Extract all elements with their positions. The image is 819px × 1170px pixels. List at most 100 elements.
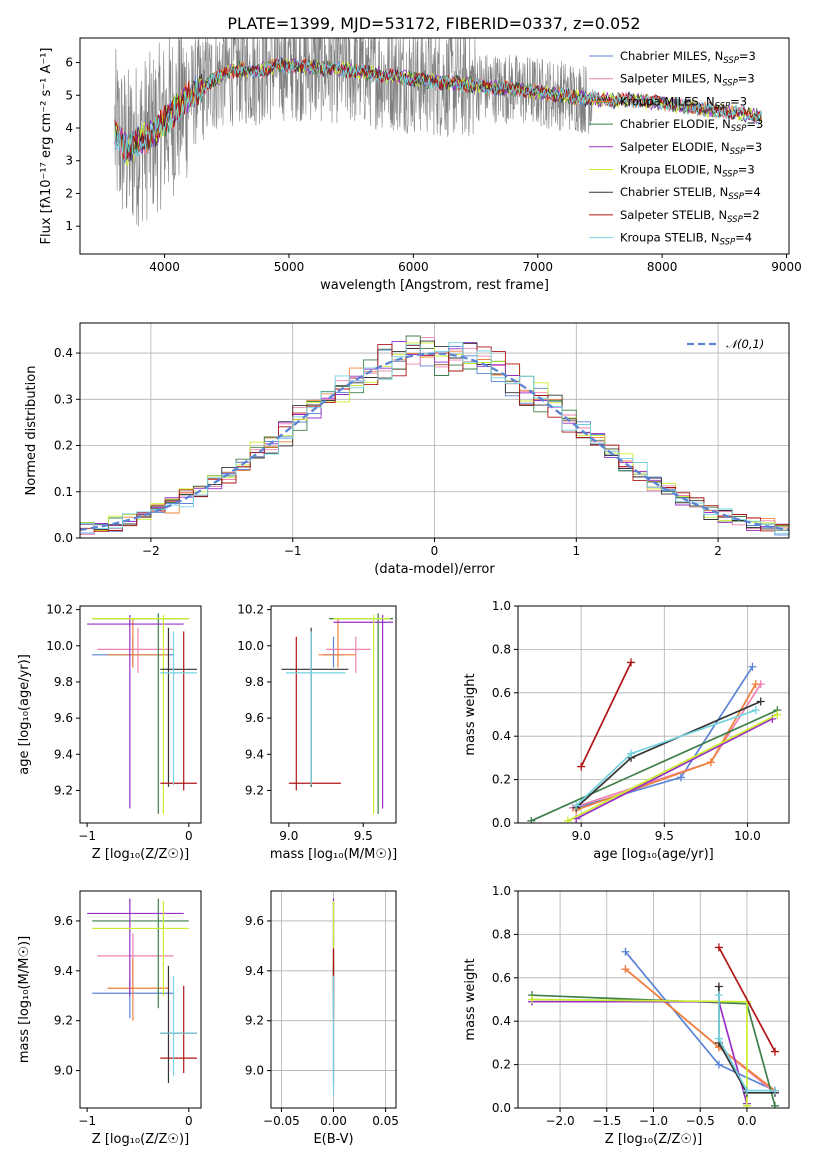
x-tick-label: 0.00 <box>320 1114 347 1128</box>
y-tick-label: 0.6 <box>492 686 511 700</box>
weight-point-marker <box>572 801 581 810</box>
y-tick-label: 9.0 <box>54 1064 73 1078</box>
y-tick-label: 9.2 <box>245 1014 264 1028</box>
legend-entry: Salpeter STELIB, NSSP=2 <box>620 208 760 225</box>
y-axis-label: Normed distribution <box>24 366 39 496</box>
weight-series-line <box>567 713 778 822</box>
y-tick-label: 0.4 <box>492 1014 511 1028</box>
weight-point-marker <box>751 706 760 715</box>
y-tick-label: 9.4 <box>54 747 73 761</box>
legend-entry: Chabrier MILES, NSSP=3 <box>620 49 756 66</box>
weight-point-marker <box>714 943 723 952</box>
x-tick-label: 0 <box>431 544 439 558</box>
y-tick-label: 10.2 <box>46 603 73 617</box>
y-tick-label: 10.2 <box>237 603 264 617</box>
x-tick-label: 9000 <box>771 260 802 274</box>
y-tick-label: 9.6 <box>245 711 264 725</box>
axes-frame <box>79 605 202 824</box>
legend-entry: Chabrier ELODIE, NSSP=3 <box>620 117 763 134</box>
y-tick-label: 6 <box>65 56 73 70</box>
y-axis-label: mass weight <box>463 958 478 1040</box>
weight-series-line <box>532 1000 748 1104</box>
y-tick-label: 0.1 <box>54 485 73 499</box>
y-tick-label: 4 <box>65 121 73 135</box>
x-tick-label: −2 <box>142 544 160 558</box>
x-tick-label: 0 <box>185 1114 193 1128</box>
x-tick-label: 2 <box>714 544 722 558</box>
x-tick-label: 0.05 <box>372 1114 399 1128</box>
plot-area <box>114 38 762 227</box>
weight-point-marker <box>770 1101 779 1108</box>
weight-vs-metallicity-panel: −2.0 −1.5 −1.0 −0.5 0.0 0.0 0.2 0.4 0.6 0.8 1.0 Z [… <box>463 884 790 1147</box>
weight-point-marker <box>773 710 782 719</box>
x-tick-label: −1 <box>284 544 302 558</box>
legend-entry: Kroupa MILES, NSSP=3 <box>620 94 747 111</box>
y-tick-label: 0.0 <box>492 1101 511 1115</box>
x-axis-label: (data-model)/error <box>374 562 495 577</box>
y-tick-label: 9.0 <box>245 1064 264 1078</box>
x-axis-label: mass [log₁₀(M/M☉)] <box>270 847 397 862</box>
x-tick-label: 10.0 <box>734 829 761 843</box>
mass-vs-extinction-panel: −0.05 0.00 0.05 9.0 9.2 9.4 9.6 E(B-V) <box>245 890 399 1147</box>
x-tick-label: −2.0 <box>545 1114 574 1128</box>
y-tick-label: 0.2 <box>54 439 73 453</box>
weight-point-marker <box>577 762 586 771</box>
y-tick-label: 9.8 <box>54 675 73 689</box>
x-tick-label: 9.0 <box>572 829 591 843</box>
plot-area <box>87 613 197 814</box>
y-tick-label: 0.0 <box>54 531 73 545</box>
y-tick-label: 0.6 <box>492 971 511 985</box>
weight-point-marker <box>527 816 536 823</box>
residual-histogram-panel: −2 −1 0 1 2 0.0 0.1 0.2 0.3 0.4 (data-model)/error… <box>24 322 790 577</box>
x-tick-label: −1.0 <box>639 1114 668 1128</box>
weight-point-marker <box>770 1047 779 1056</box>
weight-point-marker <box>742 1101 751 1108</box>
spectrum-panel: 4000 5000 6000 7000 8000 9000 1 2 3 4 5 6 wavelength… <box>39 37 802 293</box>
x-tick-label: 9.5 <box>354 829 373 843</box>
weight-series-line <box>575 709 756 807</box>
y-tick-label: 9.2 <box>54 1014 73 1028</box>
x-axis-label: E(B-V) <box>313 1132 353 1147</box>
weight-point-marker <box>714 991 723 1000</box>
x-tick-label: −1 <box>78 829 96 843</box>
plot-area <box>281 613 394 814</box>
weight-point-marker <box>621 965 630 974</box>
legend-entry: Kroupa STELIB, NSSP=4 <box>620 231 752 248</box>
y-tick-label: 2 <box>65 186 73 200</box>
y-axis-label: Flux [fλ10⁻¹⁷ erg cm⁻² s⁻¹ A⁻¹] <box>39 48 54 245</box>
weight-point-marker <box>676 773 685 782</box>
weight-point-marker <box>714 1034 723 1043</box>
y-tick-label: 0.2 <box>492 773 511 787</box>
weight-point-marker <box>770 1086 779 1095</box>
plot-area <box>87 898 197 1084</box>
x-axis-label: wavelength [Angstrom, rest frame] <box>320 278 549 293</box>
x-tick-label: 8000 <box>647 260 678 274</box>
x-tick-label: 9.5 <box>655 829 674 843</box>
plot-area <box>80 335 789 536</box>
y-tick-label: 1.0 <box>492 884 511 898</box>
y-tick-label: 9.8 <box>245 675 264 689</box>
model-spectrum-line <box>114 59 762 160</box>
y-tick-label: 9.6 <box>54 914 73 928</box>
y-tick-label: 0.4 <box>492 729 511 743</box>
axes-frame <box>270 605 397 824</box>
x-axis-label: Z [log₁₀(Z/Z☉)] <box>92 1132 189 1147</box>
y-tick-label: 0.0 <box>492 816 511 830</box>
y-tick-label: 0.3 <box>54 392 73 406</box>
plot-area <box>527 658 782 823</box>
y-tick-label: 3 <box>65 154 73 168</box>
y-tick-label: 9.6 <box>245 914 264 928</box>
axes-frame <box>517 605 790 824</box>
residual-histogram-step <box>80 340 789 531</box>
model-spectrum-line <box>114 58 762 162</box>
weight-series-line <box>530 709 778 822</box>
legend-entry: 𝒩(0,1) <box>726 337 764 351</box>
weight-point-marker <box>748 662 757 671</box>
observed-spectrum-line <box>114 38 593 227</box>
weight-vs-age-panel: 9.0 9.5 10.0 0.0 0.2 0.4 0.6 0.8 1.0 age [log₁₀(a… <box>463 599 790 862</box>
weight-series-line <box>718 946 776 1053</box>
weight-series-line <box>531 998 748 1106</box>
x-tick-label: 9.0 <box>279 829 298 843</box>
y-tick-label: 9.4 <box>245 964 264 978</box>
